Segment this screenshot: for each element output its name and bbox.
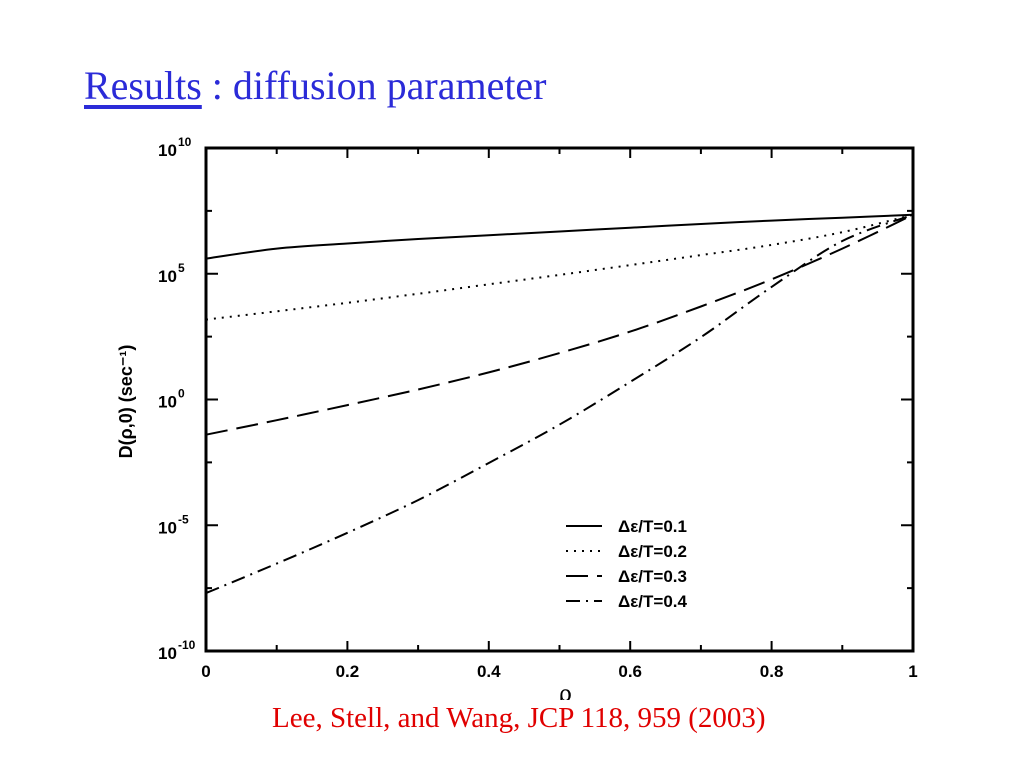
y-axis-label: D(ρ,0) (sec⁻¹) xyxy=(116,345,136,459)
plot-frame xyxy=(204,146,915,653)
y-tick-label: 10 xyxy=(158,518,177,537)
y-tick-exponent: 5 xyxy=(178,261,185,275)
legend-label-1: Δε/T=0.1 xyxy=(618,517,687,536)
x-tick-label: 0.6 xyxy=(618,662,642,681)
y-tick-label: 10 xyxy=(158,141,177,160)
x-tick-label: 0.2 xyxy=(336,662,360,681)
x-tick-label: 1 xyxy=(908,662,917,681)
x-tick-label: 0 xyxy=(201,662,210,681)
series-line-2 xyxy=(205,213,914,321)
x-axis-label: ρ xyxy=(559,682,572,700)
series-line-3 xyxy=(205,213,914,436)
series-line-4 xyxy=(205,213,914,595)
y-tick-exponent: 0 xyxy=(178,387,185,401)
legend-label-2: Δε/T=0.2 xyxy=(618,542,687,561)
y-tick-label: 10 xyxy=(158,267,177,286)
legend-label-4: Δε/T=0.4 xyxy=(618,592,688,611)
results-link[interactable]: Results xyxy=(84,63,202,108)
x-tick-label: 0.8 xyxy=(760,662,784,681)
citation: Lee, Stell, and Wang, JCP 118, 959 (2003… xyxy=(272,702,766,734)
y-tick-label: 10 xyxy=(158,393,177,412)
slide-title: Results : diffusion parameter xyxy=(84,62,547,109)
x-tick-label: 0.4 xyxy=(477,662,501,681)
legend-label-3: Δε/T=0.3 xyxy=(618,567,687,586)
y-tick-exponent: -5 xyxy=(178,512,189,526)
y-tick-exponent: 10 xyxy=(178,135,192,149)
title-text: : diffusion parameter xyxy=(201,63,547,108)
y-tick-exponent: -10 xyxy=(178,638,196,652)
series-line-1 xyxy=(205,213,914,260)
y-tick-label: 10 xyxy=(158,644,177,663)
